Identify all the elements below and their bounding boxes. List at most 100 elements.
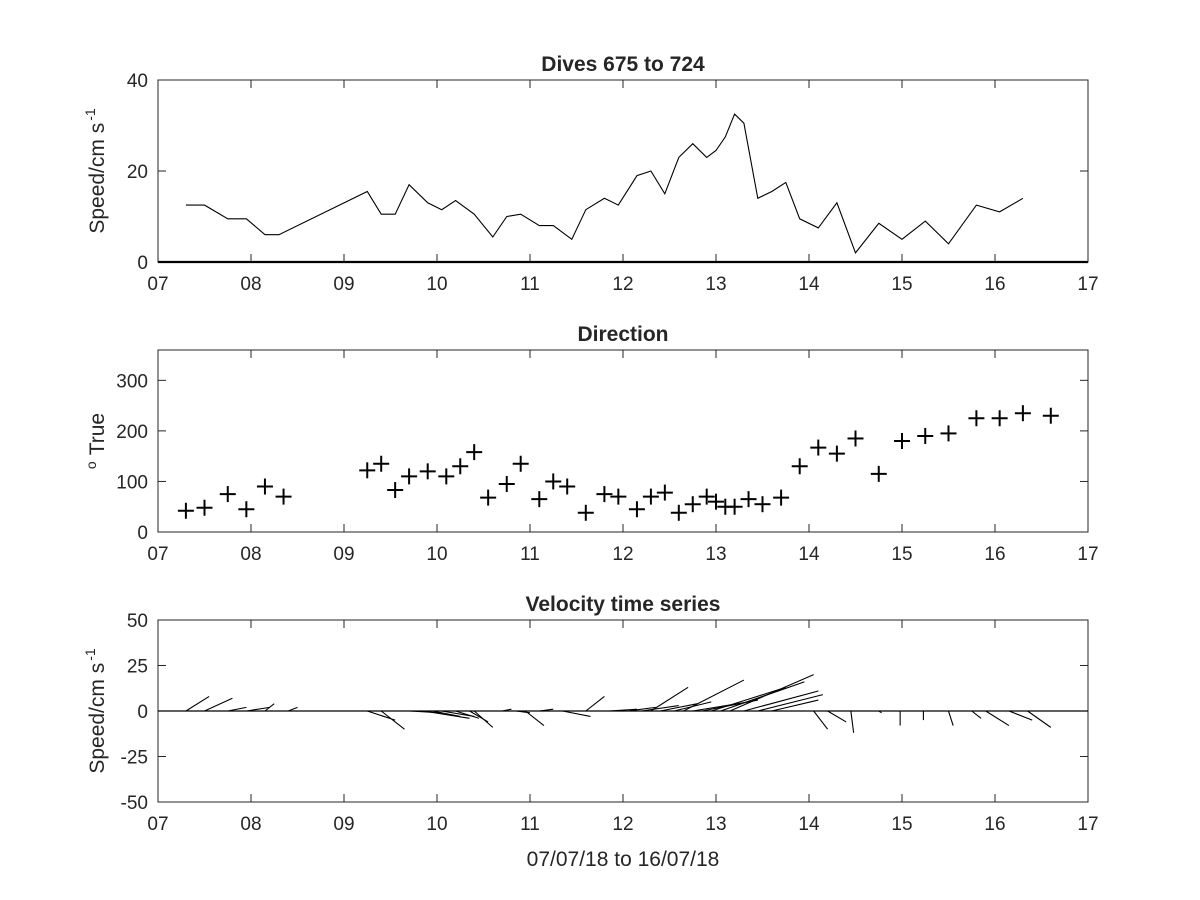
velocity-stick	[827, 710, 847, 723]
velocity-stick	[422, 710, 470, 719]
y-tick-label: 200	[116, 422, 148, 443]
direction-point	[177, 502, 194, 519]
velocity-stick	[501, 708, 512, 712]
direction-point	[610, 488, 627, 505]
x-tick-label: 07	[147, 544, 168, 565]
x-tick-label: 17	[1077, 274, 1098, 295]
velocity-stick	[227, 706, 247, 712]
panel-2: 07 08 09 10 11 12 13 14 15 16 17 0 100 200 300 Directio…	[83, 323, 1099, 565]
panel-title: Direction	[577, 323, 668, 346]
direction-point	[670, 504, 687, 521]
x-tick-label: 16	[984, 274, 1005, 295]
panel-1: 07 08 09 10 11 12 13 14 15 16 17 0 20 40 Dives 675 to …	[82, 53, 1099, 295]
velocity-stick	[473, 710, 494, 728]
velocity-stick	[380, 710, 405, 730]
direction-point	[531, 491, 548, 508]
x-tick-label: 12	[612, 814, 633, 835]
direction-point	[596, 486, 613, 503]
velocity-stick	[711, 686, 786, 712]
y-axis-label: Speed/cm s -1	[82, 108, 109, 234]
direction-point	[545, 473, 562, 490]
velocity-stick	[641, 704, 679, 712]
x-tick-label: 09	[333, 274, 354, 295]
x-tick-label: 07	[147, 814, 168, 835]
velocity-stick	[660, 703, 698, 712]
x-tick-label: 12	[612, 544, 633, 565]
direction-point	[847, 430, 864, 447]
y-axis-label-prefix: o	[83, 461, 99, 469]
velocity-stick	[947, 710, 954, 726]
direction-point	[387, 482, 404, 499]
x-tick-label: 09	[333, 814, 354, 835]
direction-point	[870, 465, 887, 482]
velocity-stick	[204, 697, 233, 712]
direction-point	[642, 488, 659, 505]
speed-series-line	[185, 113, 1024, 255]
direction-point	[968, 410, 985, 427]
velocity-stick	[432, 710, 461, 717]
direction-point	[559, 478, 576, 495]
x-tick-label: 08	[240, 814, 261, 835]
x-tick-label: 11	[520, 274, 540, 295]
velocity-stick	[650, 686, 689, 712]
direction-point	[828, 445, 845, 462]
velocity-stick	[525, 710, 545, 726]
y-tick-label: 20	[127, 162, 148, 183]
velocity-stick	[850, 710, 855, 733]
x-tick-label: 14	[798, 814, 820, 835]
x-tick-label: 10	[426, 544, 447, 565]
x-tick-label: 11	[520, 814, 540, 835]
velocity-stick	[562, 710, 591, 717]
y-tick-label: 300	[116, 371, 148, 392]
direction-point	[894, 433, 910, 449]
axes-box	[157, 79, 1089, 263]
velocity-stick	[1027, 710, 1052, 728]
y-axis-label-text: Speed/cm s	[86, 663, 109, 774]
velocity-stick	[729, 674, 814, 712]
direction-point	[480, 489, 497, 506]
panel-title: Dives 675 to 724	[541, 53, 705, 76]
x-tick-label: 16	[984, 544, 1005, 565]
velocity-stick	[683, 679, 745, 712]
direction-point	[628, 501, 645, 518]
direction-point	[810, 439, 827, 456]
direction-point	[773, 489, 790, 506]
direction-point	[238, 501, 255, 518]
direction-point	[754, 496, 771, 513]
direction-point	[438, 468, 455, 485]
direction-point	[419, 463, 436, 480]
x-tick-label: 07	[147, 274, 168, 295]
direction-point	[359, 462, 376, 479]
panel-title: Velocity time series	[526, 593, 721, 616]
velocity-stick	[246, 706, 270, 712]
y-tick-label: 40	[127, 71, 148, 92]
y-tick-label: -50	[121, 793, 148, 814]
x-tick-label: 14	[798, 544, 820, 565]
direction-point	[726, 498, 743, 515]
y-axis-label-superscript: -1	[82, 108, 98, 121]
direction-point	[577, 504, 594, 521]
direction-point	[466, 444, 483, 461]
x-tick-label: 17	[1077, 544, 1098, 565]
y-tick-label: 0	[137, 702, 148, 723]
direction-point	[401, 468, 418, 485]
x-tick-label: 15	[891, 544, 912, 565]
velocity-stick	[771, 699, 819, 712]
direction-point	[684, 496, 701, 513]
direction-point	[991, 410, 1008, 427]
direction-point	[498, 475, 515, 492]
x-tick-label: 14	[798, 274, 820, 295]
direction-point	[256, 478, 273, 495]
x-axis-label: 07/07/18 to 16/07/18	[527, 848, 720, 871]
y-tick-label: 0	[137, 253, 148, 274]
y-tick-label: 100	[116, 472, 148, 493]
y-axis-label-text: True	[86, 413, 109, 455]
x-tick-label: 10	[426, 274, 447, 295]
velocity-stick	[185, 695, 210, 712]
x-tick-label: 17	[1077, 814, 1098, 835]
y-tick-label: 25	[127, 657, 148, 678]
x-tick-label: 10	[426, 814, 447, 835]
y-tick-label: 0	[137, 523, 148, 544]
direction-point	[196, 499, 213, 516]
